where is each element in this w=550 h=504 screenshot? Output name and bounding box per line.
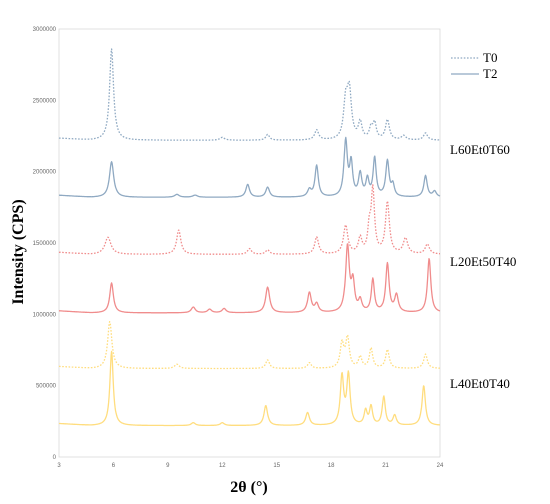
- series-line-l40et0t40-t0: [58, 321, 441, 370]
- series-line-l60et0t60-t2: [58, 136, 441, 198]
- series-line-l40et0t40-t2: [58, 350, 441, 427]
- y-tick-label: 2000000: [33, 170, 57, 176]
- series-line-l20et50t40-t0: [58, 184, 441, 255]
- plot-border: [58, 28, 441, 458]
- legend: T0 T2: [451, 50, 497, 81]
- x-tick-label: 12: [219, 463, 226, 469]
- y-tick-label: 500000: [36, 384, 57, 390]
- sample-label-l20et50t40: L20Et50T40: [450, 254, 516, 269]
- sample-label-l40et0t40: L40Et0T40: [450, 376, 510, 391]
- legend-label-t2: T2: [483, 66, 497, 81]
- y-tick-label: 3000000: [33, 27, 57, 33]
- plot-frame: [58, 28, 441, 458]
- x-axis-ticks: 3 6 9 12 15 18 21 24: [57, 463, 444, 469]
- y-axis-ticks: 0 500000 1000000 1500000 2000000 2500000 30000…: [33, 27, 57, 461]
- x-tick-label: 3: [57, 463, 61, 469]
- x-tick-label: 21: [382, 463, 389, 469]
- y-axis-title: Intensity (CPS): [10, 199, 27, 304]
- series-line-l20et50t40-t2: [58, 243, 441, 314]
- y-tick-label: 2500000: [33, 98, 57, 104]
- y-tick-label: 1000000: [33, 312, 57, 318]
- plot-lines: [58, 48, 441, 427]
- x-tick-label: 24: [437, 463, 444, 469]
- x-tick-label: 9: [166, 463, 170, 469]
- x-axis-title: 2θ (°): [230, 479, 267, 496]
- x-tick-label: 15: [273, 463, 280, 469]
- y-tick-label: 1500000: [33, 241, 57, 247]
- y-tick-label: 0: [53, 455, 57, 461]
- sample-label-l60et0t60: L60Et0T60: [450, 142, 510, 157]
- legend-label-t0: T0: [483, 50, 497, 65]
- x-tick-label: 18: [328, 463, 335, 469]
- series-line-l60et0t60-t0: [58, 48, 441, 141]
- x-tick-label: 6: [112, 463, 116, 469]
